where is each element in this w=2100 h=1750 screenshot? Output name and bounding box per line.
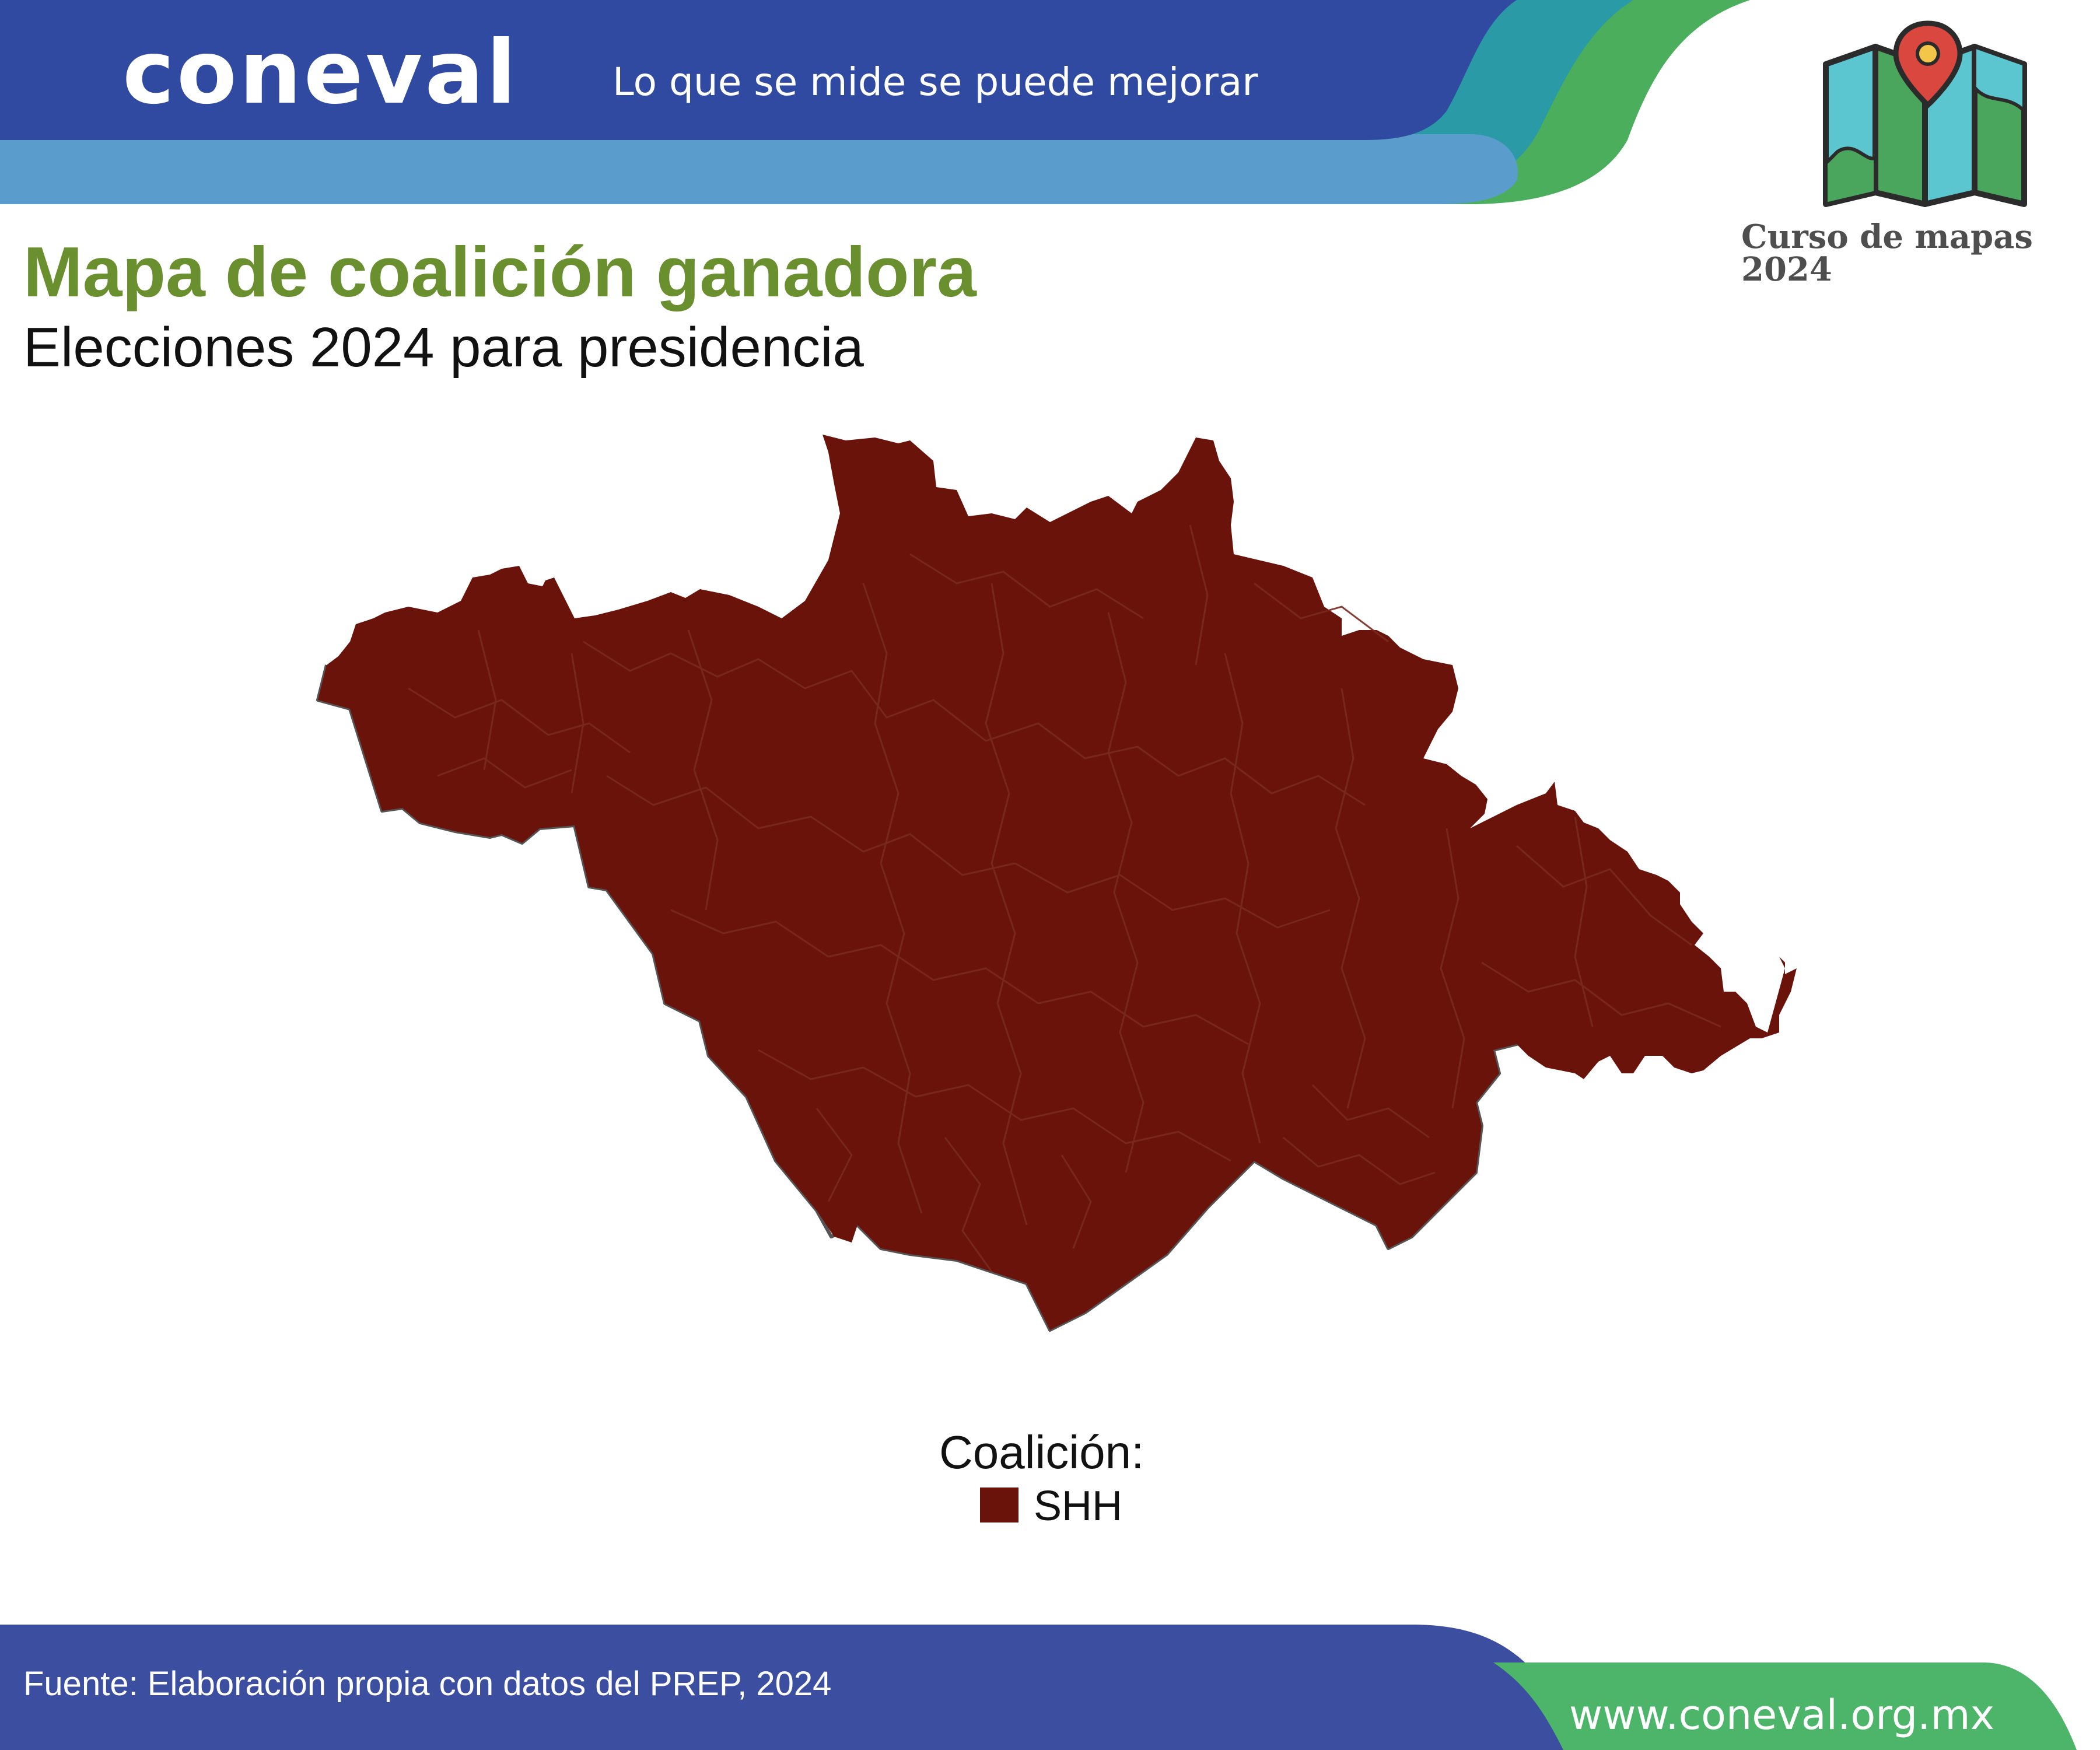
region-shh [318, 435, 1797, 1330]
coneval-logo: coneval [123, 22, 519, 124]
header-banner [0, 0, 1750, 204]
header-blue-band [0, 0, 1517, 140]
folded-map-with-pin-icon [1823, 20, 2027, 207]
course-label: Curso de mapas 2024 [1741, 218, 2033, 289]
legend-swatch-shh [980, 1488, 1019, 1522]
legend-label-shh: SHH [1034, 1483, 1123, 1530]
header-tagline: Lo que se mide se puede mejorar [612, 60, 1258, 104]
legend-title: Coalición: [939, 1426, 1144, 1478]
header-light-blue-band [0, 134, 1518, 204]
source-note: Fuente: Elaboración propia con datos del… [23, 1665, 832, 1703]
page-subtitle: Elecciones 2024 para presidencia [23, 316, 864, 379]
state-border-outline [316, 664, 1541, 1332]
page-title: Mapa de coalición ganadora [23, 232, 977, 312]
municipality-boundaries [408, 524, 1721, 1272]
website-link[interactable]: www.coneval.org.mx [1569, 1691, 1995, 1739]
